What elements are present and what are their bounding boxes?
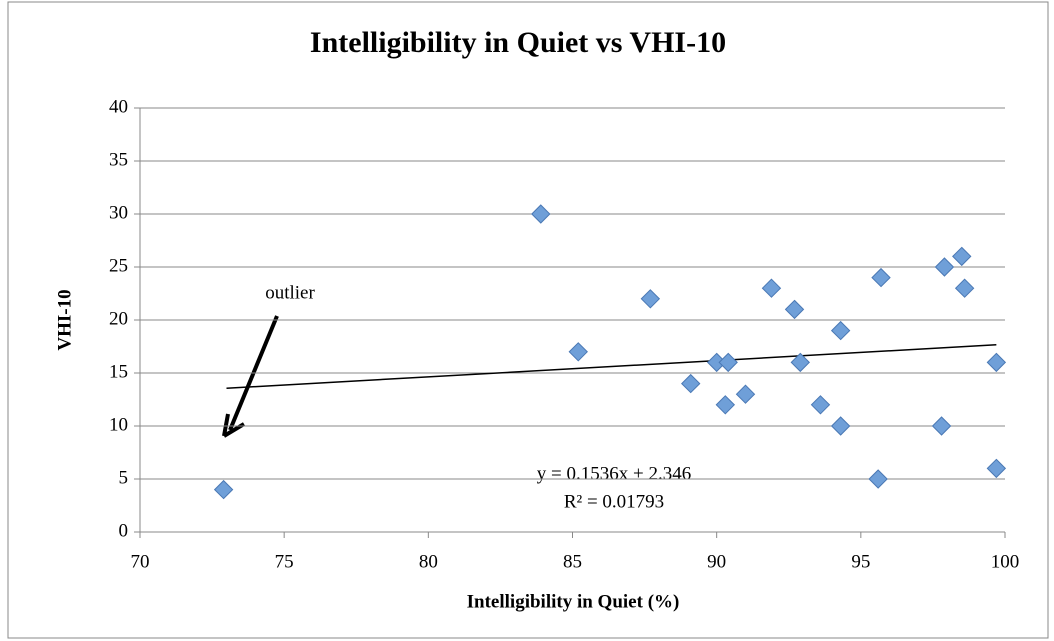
- y-tick-label: 20: [109, 308, 128, 329]
- data-point: [830, 320, 851, 341]
- data-point: [871, 267, 891, 288]
- y-tick-label: 30: [109, 202, 128, 223]
- data-point: [954, 278, 975, 298]
- data-point: [681, 373, 701, 394]
- data-point: [784, 299, 805, 320]
- x-tick-label: 75: [275, 551, 294, 572]
- data-point: [213, 479, 234, 500]
- y-tick-label: 10: [109, 414, 128, 435]
- y-tick-label: 15: [109, 361, 128, 382]
- data-point: [790, 352, 810, 373]
- y-tick-label: 40: [109, 96, 128, 117]
- data-point: [810, 395, 831, 415]
- trendline: [226, 344, 997, 390]
- y-tick-label: 0: [119, 520, 129, 541]
- trendline-equation: y = 0.1536x + 2.346: [537, 463, 691, 484]
- data-point: [640, 289, 661, 309]
- x-axis-label: Intelligibility in Quiet (%): [467, 591, 680, 612]
- chart-frame: [7, 1, 1049, 639]
- data-point: [830, 416, 851, 436]
- data-point: [531, 204, 551, 224]
- data-point: [761, 278, 782, 298]
- x-tick-label: 90: [707, 551, 726, 572]
- chart-title: Intelligibility in Quiet vs VHI-10: [310, 26, 726, 59]
- data-point: [735, 384, 756, 404]
- y-axis-label: VHI-10: [54, 289, 75, 350]
- data-point: [568, 342, 588, 362]
- data-point: [715, 395, 736, 415]
- data-point: [986, 352, 1007, 373]
- y-tick-label: 35: [109, 149, 128, 170]
- data-point: [986, 458, 1007, 479]
- annotation: outlier: [265, 282, 315, 303]
- x-tick-label: 85: [563, 551, 582, 572]
- data-point: [931, 416, 952, 436]
- x-tick-label: 100: [991, 551, 1020, 572]
- x-tick-label: 70: [131, 551, 150, 572]
- annotation-arrow: [222, 315, 279, 438]
- data-point: [868, 469, 888, 489]
- x-tick-label: 80: [419, 551, 438, 572]
- x-tick-label: 95: [851, 551, 870, 572]
- data-point: [952, 246, 972, 267]
- y-tick-label: 5: [119, 467, 129, 488]
- data-point: [718, 352, 738, 373]
- y-tick-label: 25: [109, 255, 128, 276]
- trendline-r-squared: R² = 0.01793: [564, 491, 664, 512]
- data-point: [934, 257, 955, 277]
